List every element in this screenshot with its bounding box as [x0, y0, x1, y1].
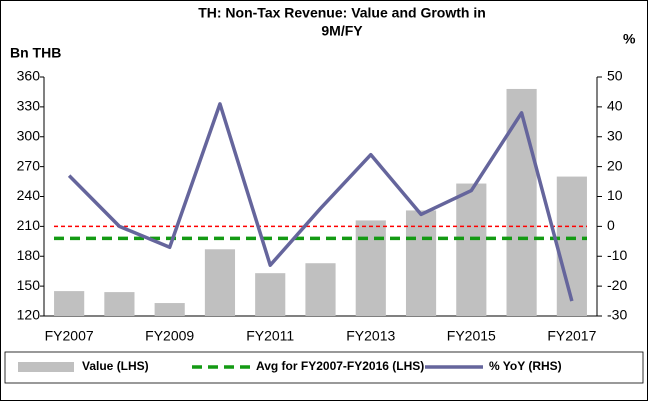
y-tick-label: 180: [17, 247, 41, 263]
y-tick-label: 360: [17, 68, 41, 84]
bar: [204, 249, 236, 316]
y-tick-label: 270: [17, 157, 41, 173]
legend-swatch: [18, 362, 74, 372]
x-tick-label: FY2011: [246, 328, 294, 344]
bar: [154, 303, 185, 316]
bar: [104, 292, 135, 316]
bar: [405, 210, 437, 316]
y2-tick-label: 30: [607, 127, 623, 143]
bar: [506, 88, 537, 316]
x-tick-label: FY2013: [346, 328, 395, 344]
bar: [54, 291, 85, 316]
y-tick-label: 240: [17, 187, 41, 203]
bar: [305, 263, 336, 316]
chart-title: 9M/FY: [321, 23, 363, 39]
x-tick-label: FY2009: [145, 328, 194, 344]
x-tick-label: FY2015: [447, 328, 496, 344]
y2-tick-label: 50: [607, 68, 623, 84]
y2-tick-label: -10: [607, 247, 627, 263]
y2-tick-label: 10: [607, 187, 623, 203]
legend-box: [4, 351, 644, 384]
y-tick-label: 150: [17, 277, 41, 293]
chart-title: TH: Non-Tax Revenue: Value and Growth in: [198, 5, 486, 21]
x-tick-label: FY2007: [45, 328, 94, 344]
legend-label: Avg for FY2007-FY2016 (LHS): [256, 359, 424, 373]
y-tick-label: 120: [17, 307, 41, 323]
y-tick-label: 330: [17, 98, 41, 114]
y2-tick-label: -30: [607, 307, 627, 323]
bar: [355, 220, 386, 316]
y-tick-label: 300: [17, 127, 41, 143]
y2-tick-label: 40: [607, 98, 623, 114]
y2-tick-label: 0: [607, 217, 615, 233]
bar: [255, 273, 286, 316]
y2-tick-label: -20: [607, 277, 627, 293]
bar: [456, 183, 487, 316]
x-tick-label: FY2017: [547, 328, 596, 344]
y2-tick-label: 20: [607, 157, 623, 173]
line: [67, 102, 574, 302]
y-tick-label: 210: [17, 217, 41, 233]
y2-axis-label: %: [623, 31, 636, 47]
bar: [556, 176, 587, 316]
legend-label: % YoY (RHS): [489, 359, 562, 373]
legend-label: Value (LHS): [82, 359, 149, 373]
y-axis-label: Bn THB: [10, 45, 61, 61]
